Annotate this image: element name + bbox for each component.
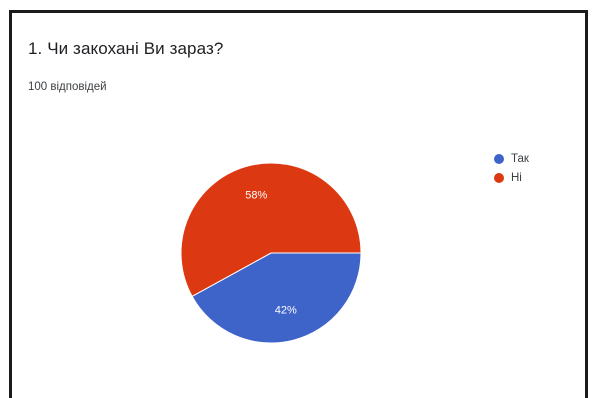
- pie-chart: 42% 58%: [180, 162, 362, 344]
- pie-slice-ni[interactable]: [180, 162, 362, 298]
- chart-legend: Так Ні: [494, 149, 529, 187]
- pie-slice-tak[interactable]: [191, 252, 362, 344]
- legend-swatch-tak: [494, 153, 504, 164]
- question-title: 1. Чи закохані Ви зараз?: [28, 39, 224, 58]
- chart-card: 1. Чи закохані Ви зараз? 100 відповідей …: [9, 10, 588, 398]
- legend-label-ni: Ні: [511, 171, 522, 184]
- response-count: 100 відповідей: [28, 81, 107, 93]
- legend-swatch-ni: [494, 172, 504, 183]
- legend-item-ni[interactable]: Ні: [494, 168, 529, 187]
- legend-label-tak: Так: [511, 152, 529, 165]
- pie-label-ni: 58%: [245, 189, 267, 201]
- pie-label-tak: 42%: [275, 304, 297, 316]
- legend-item-tak[interactable]: Так: [494, 149, 529, 168]
